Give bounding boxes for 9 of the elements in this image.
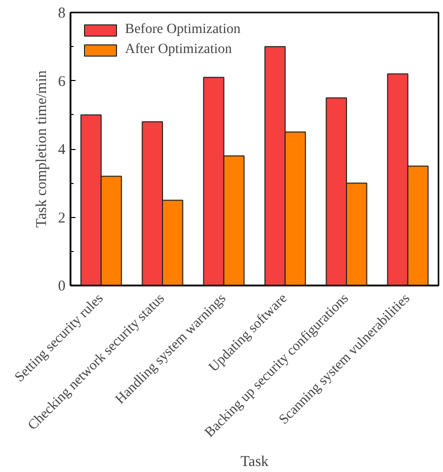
y-tick-label: 4 [58, 142, 66, 158]
y-tick-label: 6 [58, 74, 66, 90]
y-tick-label: 0 [58, 278, 66, 294]
legend-label: After Optimization [125, 42, 232, 58]
legend-label: Before Optimization [125, 22, 240, 38]
y-tick-label: 8 [58, 6, 66, 22]
y-tick-label: 2 [58, 210, 66, 226]
y-axis-title: Task completion time/min [34, 70, 50, 228]
x-axis-title: Task [240, 454, 270, 470]
